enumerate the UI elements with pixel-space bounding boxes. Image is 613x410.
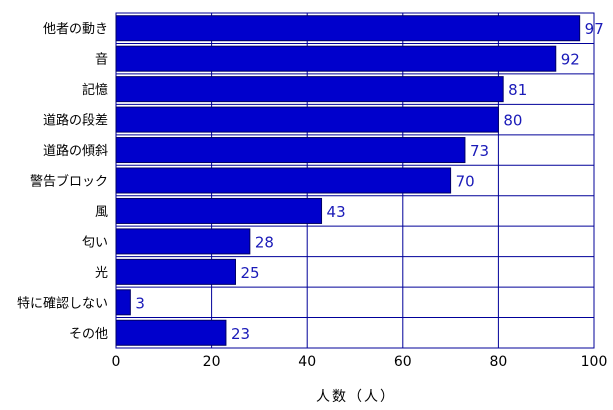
value-label: 23 [231,325,250,343]
category-label: 他者の動き [43,22,108,37]
category-label: 道路の段差 [43,113,108,129]
value-label: 73 [470,142,489,160]
x-tick-label: 40 [298,354,316,370]
category-label: 特に確認しない [17,295,108,311]
x-tick-label: 100 [581,354,608,370]
x-tick-label: 20 [203,354,221,370]
bars [115,15,581,346]
category-label: その他 [69,327,108,342]
x-tick-labels: 0 20 40 60 80 100 [112,354,608,370]
value-label: 43 [327,203,346,221]
category-label: 警告ブロック [30,174,108,190]
value-label: 3 [135,294,145,312]
value-label: 70 [456,173,475,191]
bar [115,289,131,316]
category-label: 音 [95,52,108,68]
category-label: 道路の傾斜 [43,143,108,159]
bar [115,106,499,133]
value-label: 80 [503,112,522,130]
category-label: 風 [95,205,108,220]
value-label: 81 [508,81,527,99]
x-tick-label: 80 [489,354,507,370]
value-label: 97 [585,20,604,38]
x-axis-label: 人数（人） [316,389,396,405]
bar [115,167,452,194]
x-tick-label: 60 [394,354,412,370]
value-label: 25 [241,264,260,282]
bar [115,45,557,72]
bar [115,258,236,285]
bar [115,76,504,103]
category-label: 記憶 [82,82,108,98]
value-label: 92 [561,51,580,69]
value-labels: 97 92 81 80 73 70 43 28 25 3 23 [135,20,603,343]
bar [115,319,227,346]
category-label: 匂い [82,235,108,250]
value-label: 28 [255,233,274,251]
bar [115,15,581,42]
bar [115,197,323,224]
category-label: 光 [95,266,108,281]
bar [115,137,466,164]
bar [115,228,251,255]
x-tick-label: 0 [112,354,121,370]
